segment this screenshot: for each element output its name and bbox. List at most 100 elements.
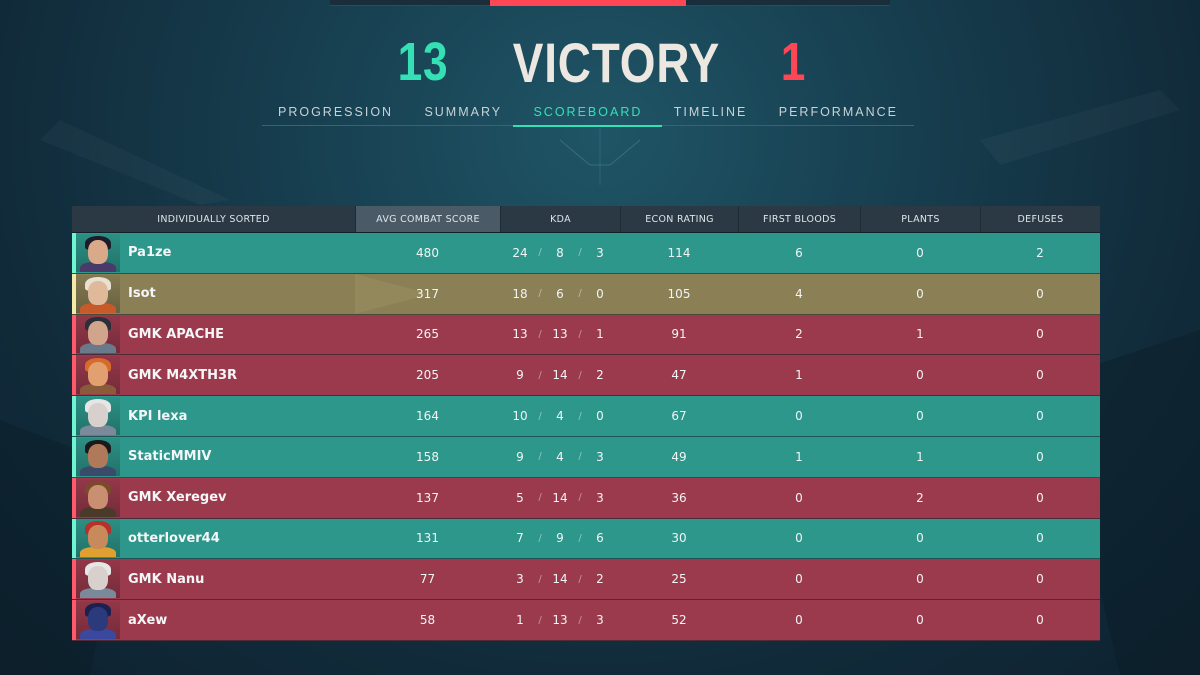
- player-row-7[interactable]: GMK Xeregev 137 5 / 14 / 3 36 0 2 0: [72, 477, 1100, 519]
- scoreboard-body: Pa1ze 480 24 / 8 / 3 114 6 0 2 Isot 317: [72, 233, 1100, 641]
- player-name: GMK M4XTH3R: [128, 367, 238, 383]
- acs-value: 77: [419, 572, 436, 587]
- player-row-1[interactable]: Pa1ze 480 24 / 8 / 3 114 6 0 2: [72, 233, 1100, 274]
- acs-value: 480: [416, 245, 439, 260]
- kda-value: 24 / 8 / 3: [500, 233, 620, 273]
- header-econ-rating[interactable]: ECON RATING: [620, 206, 738, 232]
- first-bloods-value: 1: [795, 449, 803, 464]
- agent-avatar-icon: [76, 478, 120, 517]
- tab-bar: PROGRESSION SUMMARY SCOREBOARD TIMELINE …: [262, 100, 914, 127]
- deaths-value: 14: [552, 572, 568, 587]
- assists-value: 3: [596, 449, 604, 464]
- agent-avatar-icon: [76, 397, 120, 436]
- first-bloods-value: 1: [795, 368, 803, 383]
- team-color-bar: [72, 233, 76, 273]
- deaths-value: 4: [556, 409, 564, 424]
- defuses-value: 0: [1036, 449, 1044, 464]
- kills-value: 1: [516, 613, 524, 628]
- scoreboard-table: INDIVIDUALLY SORTED AVG COMBAT SCORE KDA…: [72, 206, 1100, 641]
- kda-separator: /: [538, 410, 542, 422]
- player-cell: GMK Xeregev: [72, 478, 355, 518]
- player-row-3[interactable]: GMK APACHE 265 13 / 13 / 1 91 2 1 0: [72, 314, 1100, 356]
- econ-rating-value: 36: [671, 490, 687, 505]
- defuses-value: 2: [1036, 245, 1044, 260]
- defuses-value: 0: [1036, 490, 1044, 505]
- kda-value: 10 / 4 / 0: [500, 396, 620, 436]
- kda-separator: /: [578, 532, 582, 544]
- agent-avatar-icon: [76, 437, 120, 476]
- header-individually-sorted[interactable]: INDIVIDUALLY SORTED: [157, 213, 270, 225]
- ally-score: 13: [397, 32, 449, 92]
- first-bloods-value: 2: [795, 327, 803, 342]
- kda-value: 13 / 13 / 1: [500, 315, 620, 355]
- kda-separator: /: [538, 573, 542, 585]
- plants-value: 1: [916, 449, 924, 464]
- acs-value: 265: [416, 327, 439, 342]
- player-row-4[interactable]: GMK M4XTH3R 205 9 / 14 / 2 47 1 0 0: [72, 355, 1100, 397]
- player-name: Isot: [128, 286, 156, 302]
- kda-separator: /: [578, 410, 582, 422]
- enemy-score: 1: [781, 32, 806, 92]
- agent-avatar-icon: [76, 601, 120, 640]
- acs-value: 158: [416, 449, 439, 464]
- defuses-value: 0: [1036, 531, 1044, 546]
- econ-rating-value: 67: [671, 409, 687, 424]
- kills-value: 10: [512, 409, 528, 424]
- defuses-value: 0: [1036, 327, 1044, 342]
- kills-value: 5: [516, 490, 524, 505]
- econ-rating-value: 52: [671, 613, 687, 628]
- kda-separator: /: [538, 451, 542, 463]
- acs-value: 131: [416, 531, 439, 546]
- team-color-bar: [72, 436, 76, 477]
- player-row-6[interactable]: StaticMMIV 158 9 / 4 / 3 49 1 1 0: [72, 436, 1100, 478]
- match-result-label: VICTORY: [512, 30, 720, 94]
- header-first-bloods[interactable]: FIRST BLOODS: [738, 206, 860, 232]
- header-defuses[interactable]: DEFUSES: [980, 206, 1100, 232]
- player-cell: GMK APACHE: [72, 315, 355, 355]
- player-row-8[interactable]: otterlover44 131 7 / 9 / 6 30 0 0 0: [72, 518, 1100, 560]
- assists-value: 3: [596, 490, 604, 505]
- header-avg-combat-score[interactable]: AVG COMBAT SCORE: [355, 206, 500, 232]
- plants-value: 0: [916, 409, 924, 424]
- kills-value: 3: [516, 572, 524, 587]
- deaths-value: 13: [552, 327, 568, 342]
- tab-scoreboard[interactable]: SCOREBOARD: [513, 100, 663, 127]
- kda-value: 9 / 4 / 3: [500, 437, 620, 477]
- player-cell: otterlover44: [72, 519, 355, 559]
- assists-value: 3: [596, 245, 604, 260]
- kda-separator: /: [578, 288, 582, 300]
- plants-value: 0: [916, 286, 924, 301]
- deaths-value: 13: [552, 613, 568, 628]
- econ-rating-value: 49: [671, 449, 687, 464]
- player-name: GMK APACHE: [128, 326, 224, 342]
- player-row-9[interactable]: GMK Nanu 77 3 / 14 / 2 25 0 0 0: [72, 559, 1100, 601]
- player-row-5[interactable]: KPI lexa 164 10 / 4 / 0 67 0 0 0: [72, 396, 1100, 437]
- kda-separator: /: [578, 492, 582, 504]
- agent-avatar-icon: [76, 560, 120, 599]
- deaths-value: 4: [556, 449, 564, 464]
- tab-progression[interactable]: PROGRESSION: [278, 105, 394, 119]
- plants-value: 0: [916, 572, 924, 587]
- player-row-10[interactable]: aXew 58 1 / 13 / 3 52 0 0 0: [72, 600, 1100, 641]
- tab-timeline[interactable]: TIMELINE: [673, 105, 748, 119]
- acs-value: 317: [416, 286, 439, 301]
- kda-separator: /: [578, 573, 582, 585]
- agent-avatar-icon: [76, 315, 120, 354]
- defuses-value: 0: [1036, 572, 1044, 587]
- plants-value: 0: [916, 368, 924, 383]
- econ-rating-value: 91: [671, 327, 687, 342]
- assists-value: 0: [596, 409, 604, 424]
- header-kda[interactable]: KDA: [500, 206, 620, 232]
- match-result-header: 13 VICTORY 1: [0, 30, 1200, 94]
- kda-separator: /: [538, 492, 542, 504]
- econ-rating-value: 30: [671, 531, 687, 546]
- tab-summary[interactable]: SUMMARY: [424, 105, 503, 119]
- agent-avatar-icon: [76, 356, 120, 395]
- header-plants[interactable]: PLANTS: [860, 206, 980, 232]
- assists-value: 2: [596, 572, 604, 587]
- player-row-2[interactable]: Isot 317 18 / 6 / 0 105 4 0 0: [72, 273, 1100, 315]
- first-bloods-value: 0: [795, 409, 803, 424]
- team-color-bar: [72, 273, 76, 314]
- tab-performance[interactable]: PERFORMANCE: [778, 105, 898, 119]
- kda-separator: /: [538, 288, 542, 300]
